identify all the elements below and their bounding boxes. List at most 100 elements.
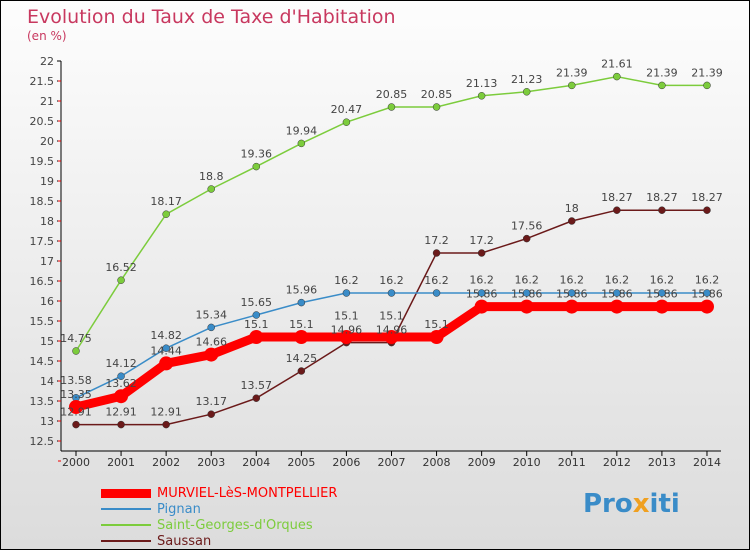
data-point	[522, 234, 531, 243]
data-label: 19.94	[286, 124, 318, 137]
y-tick-label: 17	[40, 255, 54, 268]
legend-label: Pignan	[157, 501, 201, 517]
data-point	[207, 410, 215, 418]
data-label: 18.17	[150, 195, 182, 208]
legend-item: Saint-Georges-d'Orques	[101, 517, 337, 533]
data-label: 16.2	[650, 274, 675, 287]
x-tick-label: 2010	[513, 456, 541, 469]
data-label: 16.2	[605, 274, 630, 287]
x-tick-label: 2006	[332, 456, 360, 469]
y-tick-label: 14.5	[30, 355, 55, 368]
data-point	[72, 420, 80, 429]
x-tick-label: 2011	[558, 456, 586, 469]
data-label: 16.2	[695, 274, 720, 287]
data-label: 17.56	[511, 220, 543, 233]
data-label: 12.91	[105, 406, 137, 419]
legend-swatch	[101, 540, 151, 542]
data-label: 16.52	[105, 261, 137, 274]
data-label: 15.1	[289, 318, 314, 331]
data-label: 13.58	[60, 374, 92, 387]
data-point	[703, 81, 711, 90]
data-point	[474, 299, 489, 314]
y-tick-label: 13.5	[30, 395, 55, 408]
data-label: 18.27	[646, 191, 678, 204]
data-label: 21.23	[511, 73, 543, 86]
data-point	[477, 92, 486, 100]
data-point	[294, 330, 309, 344]
data-point	[613, 72, 621, 81]
data-point	[564, 299, 579, 314]
x-tick-label: 2004	[242, 456, 270, 469]
data-label: 18.27	[691, 191, 723, 204]
data-point	[519, 299, 534, 314]
data-label: 20.47	[331, 103, 363, 116]
x-tick-label: 2009	[468, 456, 496, 469]
data-label: 20.85	[376, 88, 408, 101]
data-point	[613, 206, 621, 214]
legend-label: MURVIEL-LèS-MONTPELLIER	[157, 485, 338, 501]
data-label: 21.13	[466, 77, 498, 90]
y-tick-label: 17.5	[30, 235, 55, 248]
data-point	[297, 298, 306, 307]
data-point	[522, 88, 531, 96]
y-tick-label: 20.5	[30, 115, 55, 128]
data-label: 16.2	[514, 274, 539, 287]
data-point	[432, 103, 441, 111]
x-tick-label: 2003	[197, 456, 225, 469]
legend-item: Saussan	[101, 533, 337, 549]
data-label: 18	[565, 202, 579, 215]
data-point	[69, 400, 83, 414]
x-tick-label: 2013	[648, 456, 676, 469]
data-label: 14.12	[105, 357, 137, 370]
data-label: 12.91	[150, 406, 182, 419]
data-label: 15.65	[241, 296, 273, 309]
data-point	[342, 118, 351, 126]
x-tick-label: 2014	[693, 456, 721, 469]
data-point	[477, 289, 486, 297]
data-label: 15.1	[334, 310, 359, 323]
data-point	[568, 217, 576, 225]
data-point	[432, 249, 441, 257]
chart-title: Evolution du Taux de Taxe d'Habitation	[27, 6, 396, 28]
data-point	[117, 276, 125, 284]
data-point	[72, 347, 80, 355]
data-point	[297, 139, 306, 148]
data-point	[522, 289, 531, 297]
data-label: 15.96	[286, 284, 318, 297]
data-label: 12.91	[60, 406, 92, 419]
data-point	[159, 356, 174, 371]
data-label: 15.86	[601, 288, 633, 301]
data-label: 14.96	[376, 324, 408, 337]
data-label: 14.25	[286, 352, 318, 365]
x-tick-label: 2007	[377, 456, 405, 469]
data-label: 16.2	[469, 274, 494, 287]
data-point	[114, 389, 129, 404]
legend-item: MURVIEL-LèS-MONTPELLIER	[101, 485, 337, 501]
x-tick-label: 2005	[287, 456, 315, 469]
y-tick-label: 21.5	[30, 75, 55, 88]
data-point	[252, 162, 261, 171]
data-label: 21.39	[556, 66, 588, 79]
y-tick-label: 13	[40, 415, 54, 428]
data-label: 15.1	[244, 318, 269, 331]
data-point	[339, 330, 354, 344]
data-label: 14.96	[331, 324, 363, 337]
data-label: 21.39	[646, 66, 678, 79]
data-label: 20.85	[421, 88, 453, 101]
y-tick-label: 12.5	[30, 435, 55, 448]
data-label: 13.35	[60, 388, 92, 401]
y-tick-label: 14	[40, 375, 54, 388]
data-label: 15.86	[466, 288, 498, 301]
data-point	[387, 103, 396, 111]
data-label: 16.2	[334, 274, 359, 287]
data-label: 16.2	[379, 274, 404, 287]
data-label: 17.2	[424, 234, 449, 247]
data-label: 14.82	[150, 329, 182, 342]
y-tick-label: 15	[40, 335, 54, 348]
y-tick-label: 16	[40, 295, 54, 308]
legend-swatch	[101, 488, 151, 498]
data-point	[477, 249, 486, 257]
proxiti-logo: Proxiti	[583, 489, 680, 519]
data-point	[162, 210, 170, 218]
